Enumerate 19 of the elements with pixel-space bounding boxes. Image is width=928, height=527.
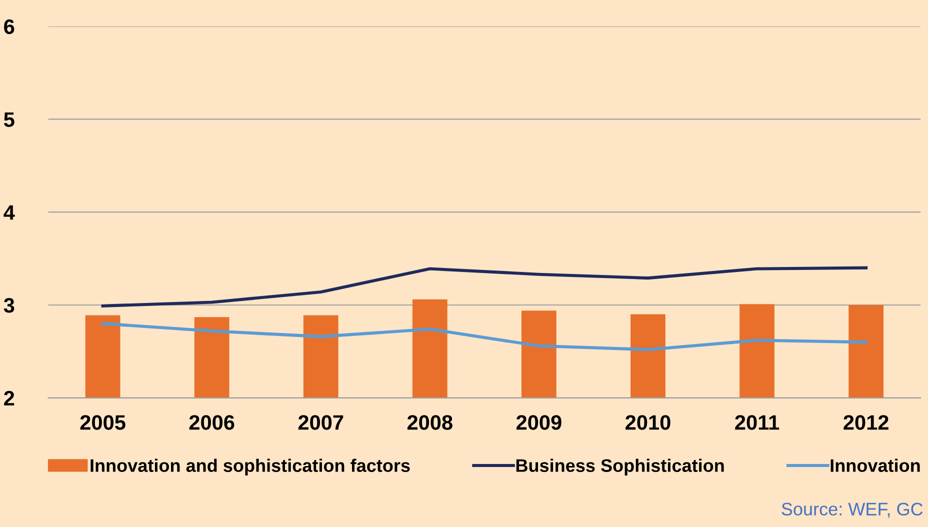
legend-label: Business Sophistication [516,458,724,476]
y-tick-label: 6 [4,19,14,34]
legend-label: Innovation and sophistication factors [90,458,410,476]
line-series [101,266,868,308]
x-tick-label: 2011 [735,415,780,430]
x-tick-label: 2007 [298,415,344,430]
x-tick-label: 2010 [626,415,670,430]
x-tick-label: 2009 [516,415,562,430]
y-tick-label: 3 [4,298,14,313]
legend-label: Innovation [830,458,920,472]
x-tick-label: 2005 [80,415,126,430]
x-tick-label: 2012 [844,415,888,430]
line-series [101,322,868,352]
x-tick-label: 2008 [407,415,452,430]
x-tick-label: 2006 [189,415,234,430]
y-tick-label: 2 [4,390,14,406]
source-note: Source: WEF, GC [782,502,923,518]
y-tick-label: 5 [4,112,14,127]
y-tick-label: 4 [4,205,15,220]
